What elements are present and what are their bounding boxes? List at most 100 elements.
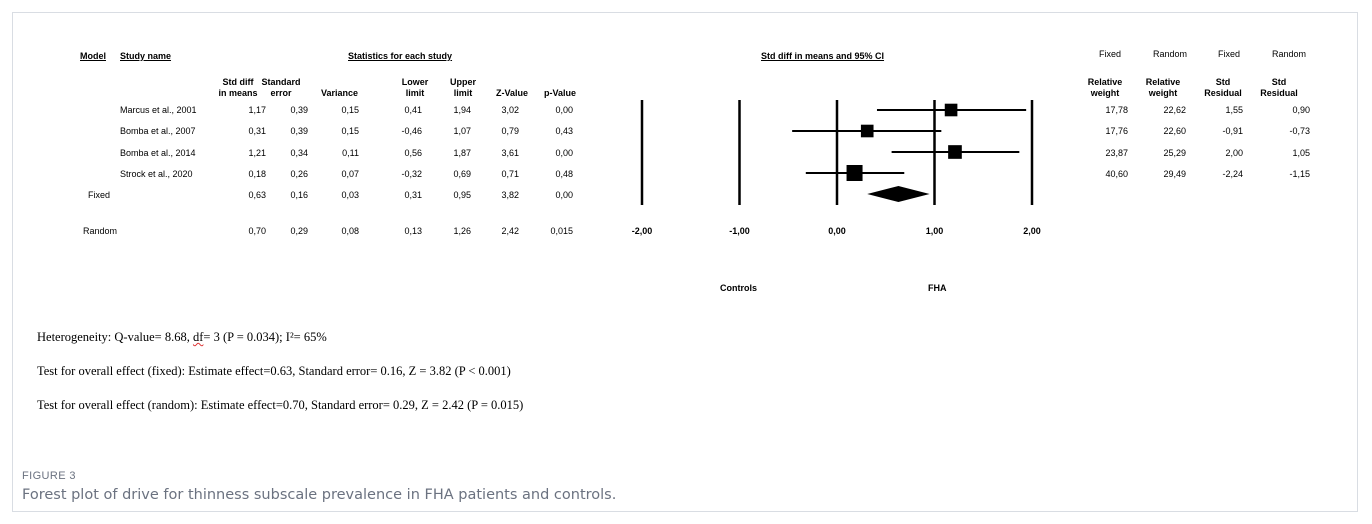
cell-p: 0,00 — [555, 105, 573, 115]
cell-smd: 0,63 — [248, 190, 266, 200]
study-name-header: Study name — [120, 51, 172, 61]
tick-label: 1,00 — [926, 226, 944, 236]
tick-label: -2,00 — [632, 226, 653, 236]
variance-header: Variance — [321, 88, 359, 98]
cell-z: 2,42 — [501, 226, 519, 236]
cell-upper: 0,69 — [453, 169, 471, 179]
random-header-2: Random — [1272, 49, 1307, 59]
ci-header: Std diff in means and 95% CI — [761, 51, 885, 61]
cell-residual-fixed: 1,55 — [1225, 105, 1243, 115]
cell-lower: 0,41 — [404, 105, 422, 115]
study-name: Bomba et al., 2014 — [120, 148, 196, 158]
cell-upper: 1,07 — [453, 126, 471, 136]
overall-effect-random-note: Test for overall effect (random): Estima… — [37, 398, 524, 412]
lower-limit-header: Lower limit — [401, 77, 429, 98]
cell-variance: 0,03 — [341, 190, 359, 200]
study-marker — [860, 124, 874, 138]
cell-se: 0,29 — [290, 226, 308, 236]
random-label: Random — [83, 226, 118, 236]
cell-residual-fixed: -2,24 — [1222, 169, 1243, 179]
cell-variance: 0,11 — [342, 148, 359, 158]
cell-variance: 0,08 — [341, 226, 359, 236]
cell-lower: 0,13 — [404, 226, 422, 236]
cell-se: 0,26 — [290, 169, 308, 179]
cell-p: 0,00 — [555, 190, 573, 200]
cell-weight-random: 22,60 — [1163, 126, 1186, 136]
cell-lower: -0,46 — [401, 126, 422, 136]
cell-z: 3,61 — [501, 148, 519, 158]
cell-smd: 0,31 — [248, 126, 266, 136]
study-marker — [944, 103, 958, 117]
statistics-header: Statistics for each study — [348, 51, 453, 61]
cell-smd: 0,70 — [248, 226, 266, 236]
cell-weight-random: 22,62 — [1163, 105, 1186, 115]
cell-variance: 0,15 — [341, 126, 359, 136]
cell-weight-fixed: 40,60 — [1105, 169, 1128, 179]
cell-se: 0,39 — [290, 105, 308, 115]
relative-weight-fixed-header: Relative weight — [1087, 77, 1123, 98]
p-value-header: p-Value — [544, 88, 577, 98]
cell-se: 0,39 — [290, 126, 308, 136]
std-error-header: Standard error — [261, 77, 301, 98]
cell-z: 3,82 — [501, 190, 519, 200]
cell-se: 0,16 — [290, 190, 308, 200]
study-name: Bomba et al., 2007 — [120, 126, 196, 136]
cell-p: 0,43 — [555, 126, 573, 136]
cell-weight-random: 25,29 — [1163, 148, 1186, 158]
model-header: Model — [80, 51, 106, 61]
tick-label: -1,00 — [729, 226, 750, 236]
cell-residual-fixed: -0,91 — [1222, 126, 1243, 136]
tick-label: 2,00 — [1023, 226, 1041, 236]
study-marker — [846, 165, 863, 181]
cell-lower: 0,56 — [404, 148, 422, 158]
cell-smd: 1,17 — [248, 105, 266, 115]
cell-weight-fixed: 17,78 — [1105, 105, 1128, 115]
study-marker — [948, 145, 962, 159]
std-residual-random-header: Std Residual — [1260, 77, 1298, 98]
figure-label: FIGURE 3 — [22, 470, 76, 482]
cell-lower: 0,31 — [404, 190, 422, 200]
cell-weight-fixed: 17,76 — [1105, 126, 1128, 136]
cell-upper: 1,87 — [453, 148, 471, 158]
cell-smd: 1,21 — [248, 148, 266, 158]
random-header: Random — [1153, 49, 1188, 59]
upper-limit-header: Upper limit — [449, 77, 476, 98]
study-name: Marcus et al., 2001 — [120, 105, 197, 115]
fha-label: FHA — [928, 283, 947, 293]
cell-se: 0,34 — [290, 148, 308, 158]
cell-p: 0,48 — [555, 169, 573, 179]
cell-residual-random: 1,05 — [1292, 148, 1310, 158]
cell-z: 3,02 — [501, 105, 519, 115]
cell-smd: 0,18 — [248, 169, 266, 179]
cell-upper: 1,94 — [453, 105, 471, 115]
figure-caption: Forest plot of drive for thinness subsca… — [22, 487, 617, 503]
cell-z: 0,79 — [501, 126, 519, 136]
z-value-header: Z-Value — [496, 88, 529, 98]
figure-frame — [12, 12, 1358, 512]
cell-residual-fixed: 2,00 — [1225, 148, 1243, 158]
overall-effect-fixed-note: Test for overall effect (fixed): Estimat… — [37, 364, 511, 378]
fixed-header: Fixed — [1099, 49, 1122, 59]
cell-p: 0,00 — [555, 148, 573, 158]
study-name: Strock et al., 2020 — [120, 169, 193, 179]
relative-weight-random-header: Relative weight — [1145, 77, 1181, 98]
cell-lower: -0,32 — [401, 169, 422, 179]
cell-variance: 0,15 — [341, 105, 359, 115]
fixed-label: Fixed — [88, 190, 111, 200]
heterogeneity-note: Heterogeneity: Q-value= 8.68, df= 3 (P =… — [37, 330, 327, 344]
controls-label: Controls — [720, 283, 757, 293]
cell-residual-random: 0,90 — [1292, 105, 1310, 115]
tick-label: 0,00 — [828, 226, 846, 236]
summary-diamond — [867, 186, 930, 202]
std-diff-header: Std diff in means — [218, 77, 258, 98]
cell-upper: 1,26 — [453, 226, 471, 236]
cell-weight-random: 29,49 — [1163, 169, 1186, 179]
cell-weight-fixed: 23,87 — [1105, 148, 1128, 158]
cell-residual-random: -0,73 — [1289, 126, 1310, 136]
cell-upper: 0,95 — [453, 190, 471, 200]
cell-residual-random: -1,15 — [1289, 169, 1310, 179]
std-residual-fixed-header: Std Residual — [1204, 77, 1242, 98]
fixed-header-2: Fixed — [1218, 49, 1241, 59]
cell-variance: 0,07 — [341, 169, 359, 179]
